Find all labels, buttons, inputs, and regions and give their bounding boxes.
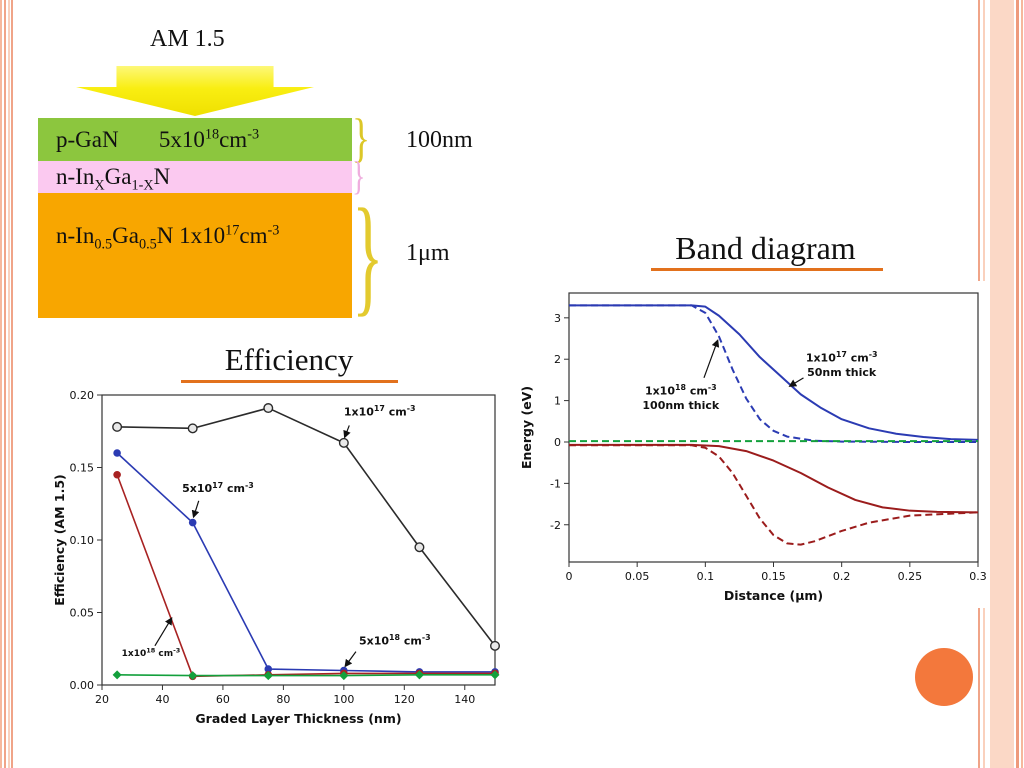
left-border-stripe-4 — [11, 0, 13, 768]
thickness-label-1um: 1μm — [406, 240, 450, 266]
svg-text:20: 20 — [95, 693, 109, 706]
svg-text:0.20: 0.20 — [70, 389, 95, 402]
efficiency-chart: 20 40 60 80 100 120 140 0.00 0.05 0.10 0.15 0.20 Gra… — [50, 383, 507, 731]
sunlight-down-arrow-icon — [76, 66, 314, 116]
svg-text:1x1018 cm-3: 1x1018 cm-3 — [122, 647, 181, 659]
left-border-stripe-1 — [0, 0, 2, 768]
svg-text:0.3: 0.3 — [969, 570, 987, 583]
svg-text:1x1018 cm-3: 1x1018 cm-3 — [645, 383, 717, 397]
svg-text:120: 120 — [394, 693, 415, 706]
brace-graded-icon: } — [352, 153, 366, 198]
layer-ingan-graded-label: n-InXGa1-XN — [56, 164, 171, 194]
right-border-stripe-4 — [1021, 0, 1023, 768]
illumination-label: AM 1.5 — [150, 26, 225, 52]
efficiency-title: Efficiency — [224, 342, 354, 377]
svg-text:1x1017 cm-3: 1x1017 cm-3 — [344, 404, 416, 418]
svg-text:-1: -1 — [550, 477, 561, 490]
band-diagram-chart: 0 0.05 0.1 0.15 0.2 0.25 0.3 -2 -1 0 1 2 3 Distance (… — [517, 281, 990, 608]
brace-100nm-icon: } — [352, 108, 371, 168]
accent-circle — [915, 648, 973, 706]
svg-text:-2: -2 — [550, 519, 561, 532]
band-diagram-title: Band diagram — [675, 230, 856, 266]
svg-text:0.15: 0.15 — [761, 570, 786, 583]
svg-text:Efficiency (AM 1.5): Efficiency (AM 1.5) — [52, 474, 67, 606]
svg-text:0.10: 0.10 — [70, 534, 95, 547]
svg-text:2: 2 — [554, 353, 561, 366]
right-border-stripe-3 — [1016, 0, 1019, 768]
svg-text:0: 0 — [566, 570, 573, 583]
svg-text:100nm thick: 100nm thick — [642, 399, 719, 412]
svg-text:80: 80 — [276, 693, 290, 706]
svg-text:0.15: 0.15 — [70, 462, 95, 475]
svg-text:0: 0 — [554, 436, 561, 449]
brace-1um-icon: } — [352, 181, 384, 328]
thickness-label-100nm: 100nm — [406, 127, 473, 153]
layer-ingan-graded: n-InXGa1-XN — [38, 161, 352, 193]
layer-pgan: p-GaN 5x1018cm-3 — [38, 118, 352, 161]
svg-text:0.2: 0.2 — [833, 570, 851, 583]
svg-text:50nm thick: 50nm thick — [807, 366, 877, 379]
svg-text:Energy (eV): Energy (eV) — [519, 386, 534, 469]
layer-ingan-base: n-In0.5Ga0.5N 1x1017cm-3 — [38, 193, 352, 318]
efficiency-title-underline — [181, 380, 398, 383]
svg-text:40: 40 — [155, 693, 169, 706]
svg-text:0.25: 0.25 — [898, 570, 923, 583]
layer-ingan-base-label: n-In0.5Ga0.5N 1x1017cm-3 — [56, 222, 280, 253]
svg-text:0.05: 0.05 — [625, 570, 650, 583]
svg-text:100: 100 — [333, 693, 354, 706]
svg-text:Distance (μm): Distance (μm) — [724, 588, 823, 603]
band-diagram-title-underline — [651, 268, 883, 271]
svg-text:5x1017 cm-3: 5x1017 cm-3 — [182, 481, 254, 495]
svg-text:60: 60 — [216, 693, 230, 706]
svg-text:5x1018 cm-3: 5x1018 cm-3 — [359, 633, 431, 647]
svg-text:0.05: 0.05 — [70, 607, 95, 620]
svg-text:1x1017 cm-3: 1x1017 cm-3 — [806, 350, 878, 364]
layer-pgan-label: p-GaN 5x1018cm-3 — [56, 125, 260, 152]
svg-text:0.00: 0.00 — [70, 679, 95, 692]
svg-text:140: 140 — [454, 693, 475, 706]
svg-text:0.1: 0.1 — [697, 570, 715, 583]
left-border-stripe-2 — [4, 0, 6, 768]
svg-text:1: 1 — [554, 395, 561, 408]
svg-text:3: 3 — [554, 312, 561, 325]
right-border-bar — [990, 0, 1014, 768]
left-border-stripe-3 — [8, 0, 10, 768]
svg-text:Graded Layer Thickness (nm): Graded Layer Thickness (nm) — [195, 711, 401, 726]
